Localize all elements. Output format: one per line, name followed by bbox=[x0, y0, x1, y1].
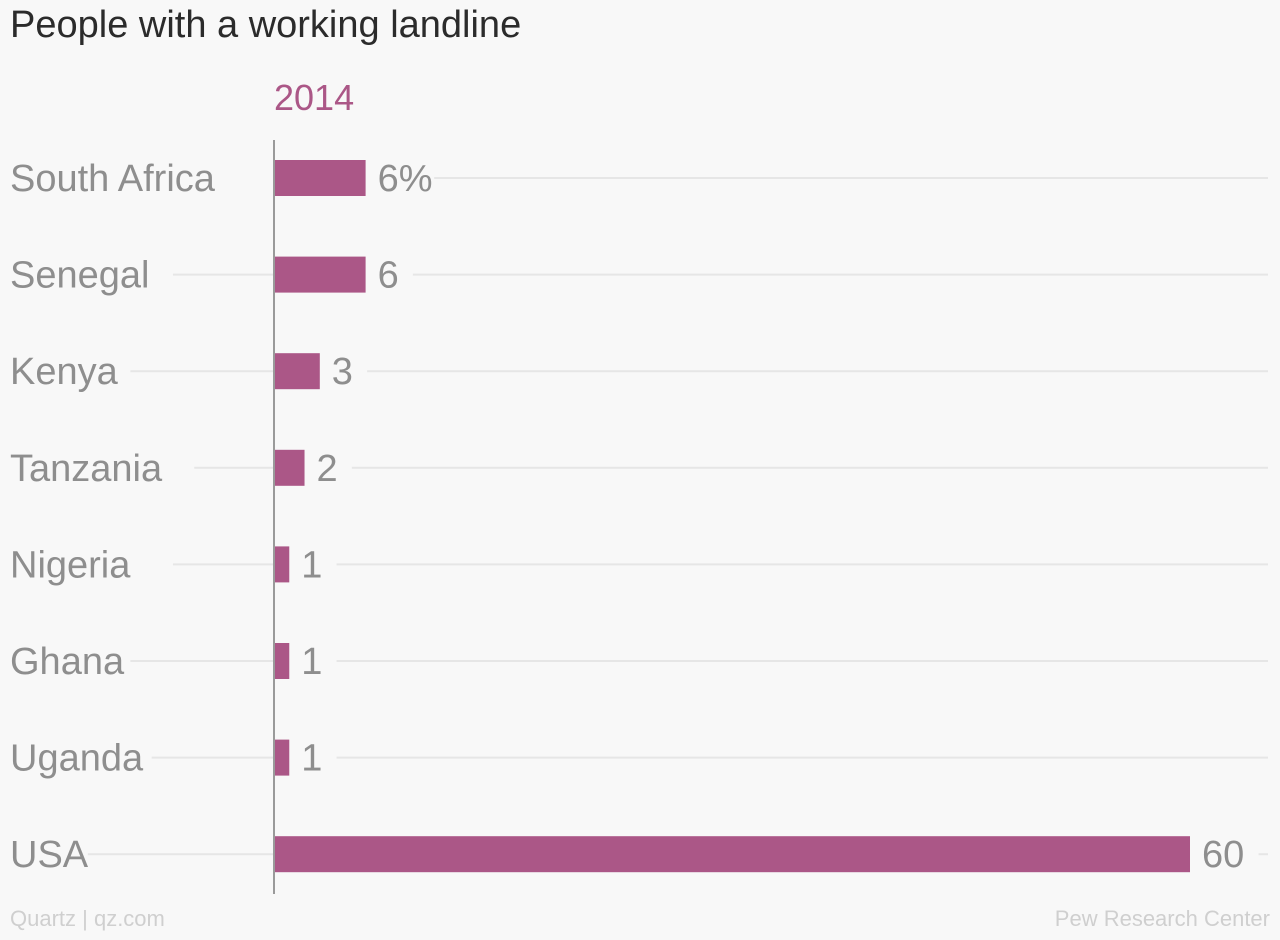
gridlines bbox=[87, 177, 1268, 856]
category-label: Senegal bbox=[10, 255, 149, 297]
category-label: Uganda bbox=[10, 738, 144, 780]
value-label: 1 bbox=[301, 641, 322, 683]
value-label: 1 bbox=[301, 544, 322, 586]
bar bbox=[274, 256, 366, 293]
bar bbox=[274, 739, 290, 776]
bar bbox=[274, 449, 305, 486]
value-label: 1 bbox=[301, 738, 322, 780]
category-label: South Africa bbox=[10, 158, 216, 200]
labels: South Africa 6% Senegal 6 Kenya 3 Tanzania 2 Nig… bbox=[10, 158, 1244, 876]
value-label: 6% bbox=[378, 158, 433, 200]
category-label: Nigeria bbox=[10, 544, 131, 586]
chart-title: People with a working landline bbox=[10, 4, 522, 46]
bar bbox=[274, 160, 366, 196]
value-label: 6 bbox=[378, 255, 399, 297]
category-label: USA bbox=[10, 834, 89, 876]
series-label: 2014 bbox=[274, 77, 354, 118]
category-label: Tanzania bbox=[10, 448, 163, 490]
bars bbox=[274, 160, 1190, 873]
bar bbox=[274, 836, 1190, 873]
value-label: 3 bbox=[332, 351, 353, 393]
value-label: 60 bbox=[1202, 834, 1244, 876]
bar bbox=[274, 546, 290, 583]
category-label: Ghana bbox=[10, 641, 125, 683]
value-label: 2 bbox=[317, 448, 338, 490]
source-credit-left: Quartz | qz.com bbox=[10, 906, 165, 931]
category-label: Kenya bbox=[10, 351, 119, 393]
bar bbox=[274, 353, 320, 390]
bar bbox=[274, 643, 290, 679]
source-credit-right: Pew Research Center bbox=[1054, 906, 1270, 931]
